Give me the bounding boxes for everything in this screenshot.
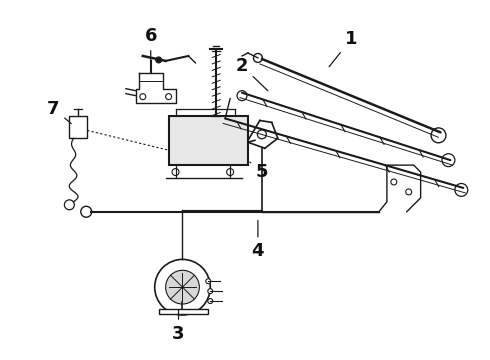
Text: 5: 5: [250, 162, 268, 181]
Text: 2: 2: [236, 57, 268, 91]
Circle shape: [237, 91, 247, 100]
Polygon shape: [159, 309, 208, 314]
FancyBboxPatch shape: [169, 116, 248, 165]
Circle shape: [391, 179, 397, 185]
Text: 1: 1: [329, 30, 357, 67]
Circle shape: [442, 154, 455, 167]
Circle shape: [208, 298, 213, 303]
Circle shape: [253, 54, 262, 62]
Circle shape: [208, 289, 213, 294]
Text: 6: 6: [145, 27, 157, 60]
Circle shape: [206, 279, 211, 284]
Circle shape: [257, 130, 267, 139]
Circle shape: [155, 260, 210, 315]
Bar: [70, 117, 87, 138]
Circle shape: [64, 200, 74, 210]
Text: 7: 7: [47, 100, 71, 123]
Circle shape: [406, 189, 412, 195]
Circle shape: [172, 168, 179, 176]
Circle shape: [227, 168, 234, 176]
Circle shape: [166, 270, 199, 304]
Circle shape: [166, 94, 171, 100]
Text: 3: 3: [172, 310, 185, 343]
Circle shape: [140, 94, 146, 100]
Circle shape: [156, 57, 162, 63]
Circle shape: [81, 206, 92, 217]
Circle shape: [431, 128, 446, 143]
Text: 4: 4: [252, 220, 264, 260]
Circle shape: [455, 184, 468, 196]
